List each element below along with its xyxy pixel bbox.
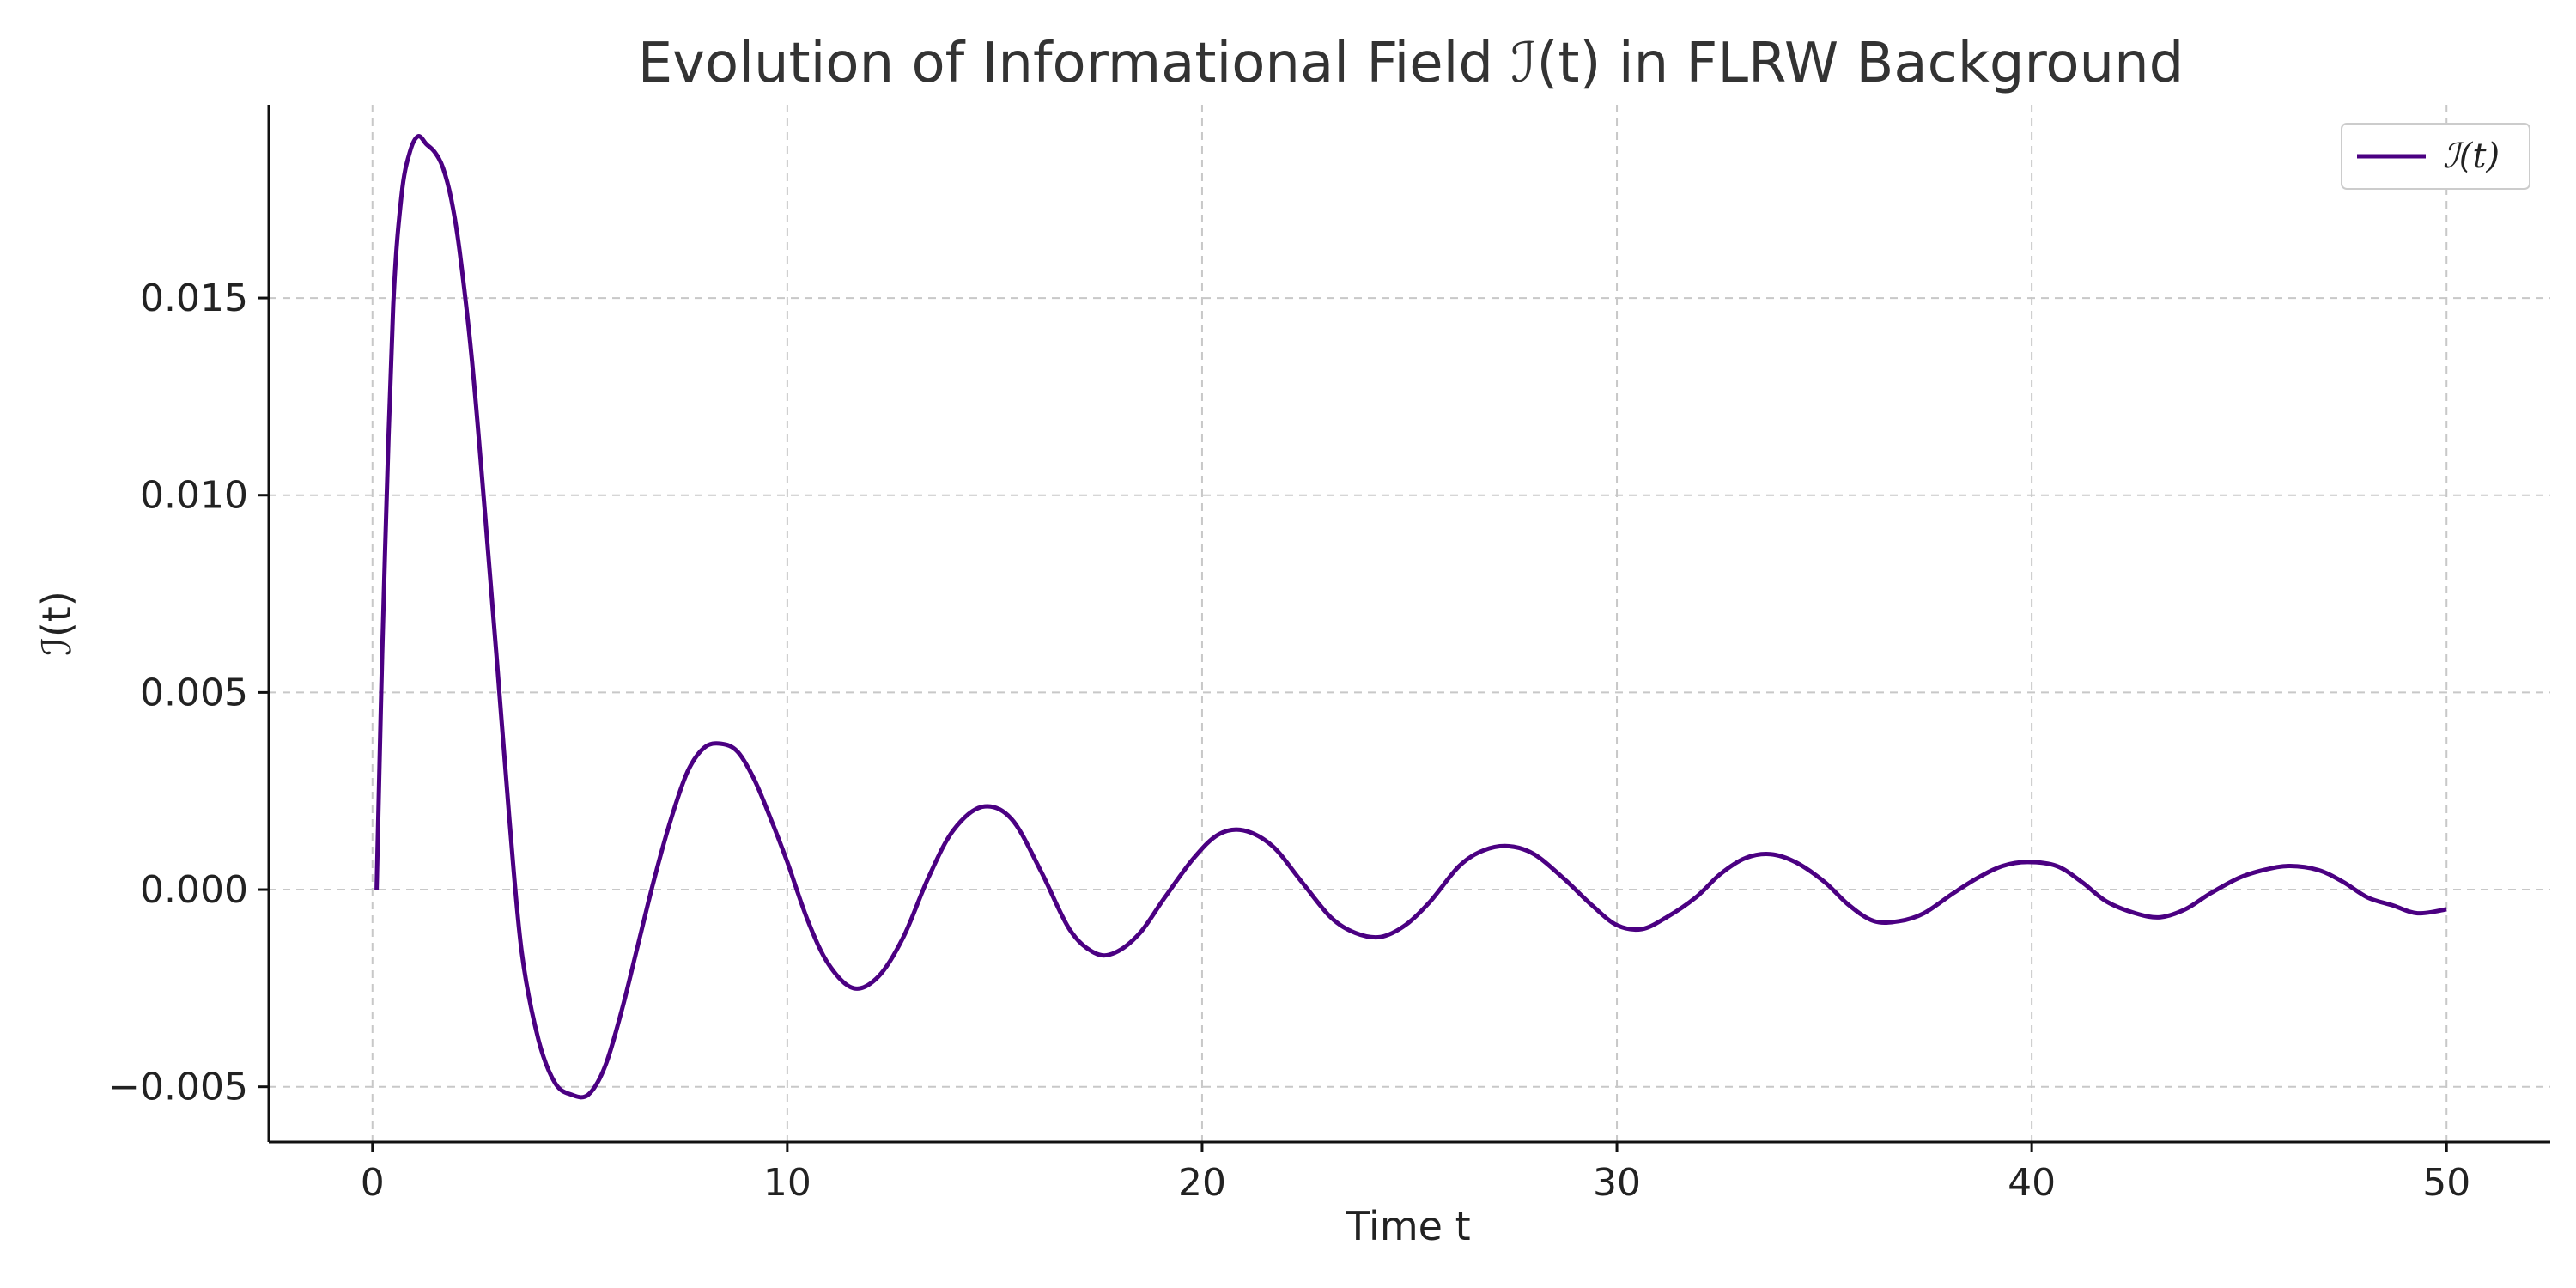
x-tick-label: 30 <box>1593 1161 1641 1205</box>
series-layer <box>374 134 2447 1100</box>
y-tick-label: 0.000 <box>140 868 248 912</box>
axes: 0 10 20 30 40 50 −0.005 0.000 0.005 0.010 0.015 <box>108 105 2550 1205</box>
x-tick-label: 0 <box>361 1161 385 1205</box>
y-axis-label: ℐ(t) <box>33 591 80 656</box>
y-tick-label: −0.005 <box>108 1066 248 1109</box>
legend-label: ℐ(t) <box>2443 137 2500 176</box>
grid <box>269 105 2550 1142</box>
chart-title: Evolution of Informational Field ℐ(t) in… <box>638 32 2184 95</box>
x-tick-label: 50 <box>2422 1161 2470 1205</box>
x-tick-label: 40 <box>2008 1161 2056 1205</box>
y-tick-label: 0.005 <box>140 671 248 714</box>
series-line-0 <box>374 134 2447 1100</box>
x-tick-label: 10 <box>763 1161 811 1205</box>
x-axis-label: Time t <box>1345 1203 1470 1249</box>
y-tick-label: 0.015 <box>140 276 248 320</box>
legend: ℐ(t) <box>2341 123 2530 190</box>
y-tick-label: 0.010 <box>140 474 248 518</box>
legend-box <box>2341 123 2530 190</box>
x-tick-label: 20 <box>1178 1161 1226 1205</box>
